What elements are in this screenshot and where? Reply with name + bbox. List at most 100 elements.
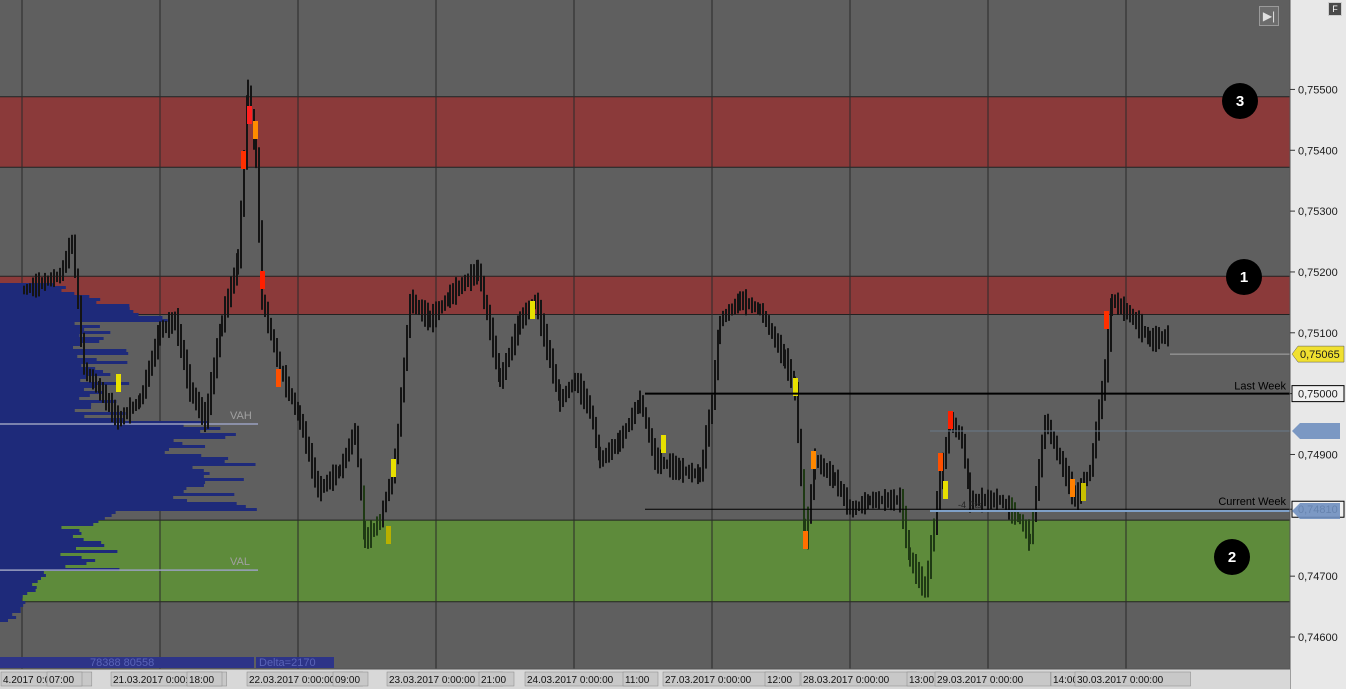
profile-bar [0,442,183,445]
profile-bar [0,346,74,349]
zone-layer: 3 1 2 [0,83,1290,603]
profile-bar [0,604,24,607]
profile-bar [0,610,21,613]
profile-bar [0,559,96,562]
zone-badge-label: 2 [1228,549,1236,566]
y-tick-label: 0,75100 [1298,328,1338,340]
x-label-box [1074,671,1191,687]
pts-annotation: -4 Pts [958,500,982,510]
marker-tag [1292,423,1340,439]
profile-bar [0,349,127,352]
profile-bar [0,445,206,448]
f-button[interactable]: F [1328,2,1342,16]
current-price-label: 0,75065 [1300,349,1340,361]
profile-bar [0,550,118,553]
delta-box [256,657,334,668]
x-tick-label: 4.2017 0:00:00 [3,675,70,686]
profile-bar [0,337,104,340]
profile-bar [0,523,94,526]
profile-bar [0,454,202,457]
profile-bar [0,616,17,619]
profile-bar [0,295,90,298]
profile-bar [0,583,33,586]
profile-bar [0,364,82,367]
vah-label: VAH [230,410,252,422]
profile-bar [0,574,46,577]
profile-bar [0,334,80,337]
volume-cluster [116,374,121,392]
volume-cluster [247,106,252,124]
volume-cluster [811,451,816,469]
profile-bar [0,310,134,313]
profile-bar [0,460,225,463]
skip-forward-icon[interactable]: ▶| [1259,6,1279,26]
x-tick-label: 28.03.2017 0:00:00 [803,675,890,686]
profile-bar [0,427,221,430]
price-bars [23,79,1169,598]
profile-bar [0,613,13,616]
volume-cluster [793,378,798,396]
profile-bar [0,505,246,508]
profile-bar [0,532,82,535]
profile-bar [0,481,206,484]
y-tick-label: 0,75400 [1298,145,1338,157]
profile-bar [0,370,104,373]
zone-badge-1 [1226,259,1262,295]
y-axis: 0,75500 0,75400 0,75300 0,75200 0,75100 0,750… [1289,0,1346,689]
x-tick-label: 07:00 [49,675,74,686]
profile-bar [0,487,187,490]
profile-bar [0,607,21,610]
y-tick-label: 0,75000 [1298,389,1338,401]
profile-bar [0,379,81,382]
profile-bar [0,457,229,460]
profile-bar [0,331,111,334]
profile-bar [0,433,236,436]
volume-cluster [391,459,396,477]
profile-bar [0,589,36,592]
x-label-box [186,671,223,687]
profile-bar [0,577,41,580]
y-tick-label: 0,75300 [1298,206,1338,218]
zone-3 [0,96,1290,168]
volume-cluster [1070,479,1075,497]
x-tick-label: 24.03.2017 0:00:00 [527,675,614,686]
profile-bar [0,493,235,496]
profile-bar [0,313,139,316]
zone-badge-label: 1 [1240,269,1248,286]
y-tick-label: 0,75200 [1298,267,1338,279]
volume-profile: VAH VAL 78388 80558 Delta=2170 [0,283,334,669]
volume-cluster [1104,311,1109,329]
val-label: VAL [230,556,250,568]
profile-bar [0,436,226,439]
profile-bar [0,367,96,370]
profile-bar [0,352,129,355]
profile-bar [0,586,37,589]
profile-bar [0,472,210,475]
profile-bar [0,412,126,415]
profile-bar [0,406,92,409]
profile-bar [0,451,165,454]
x-tick-label: 27.03.2017 0:00:00 [665,675,752,686]
profile-bar [0,619,8,622]
profile-bar [0,496,174,499]
zone-1 [0,276,1290,315]
profile-bar [0,595,23,598]
volume-cluster [803,531,808,549]
profile-stats-box [0,657,254,668]
profile-bar [0,292,75,295]
y-tick-label: 0,74900 [1298,449,1338,461]
profile-bar [0,361,128,364]
profile-bar [0,319,168,322]
x-tick-label: 11:00 [625,675,650,686]
profile-bar [0,301,97,304]
profile-bar [0,304,130,307]
profile-bar [0,466,193,469]
profile-bar [0,400,117,403]
profile-bar [0,601,26,604]
profile-bar [0,520,99,523]
x-label-box [46,671,83,687]
y-tick-label: 0,74700 [1298,571,1338,583]
